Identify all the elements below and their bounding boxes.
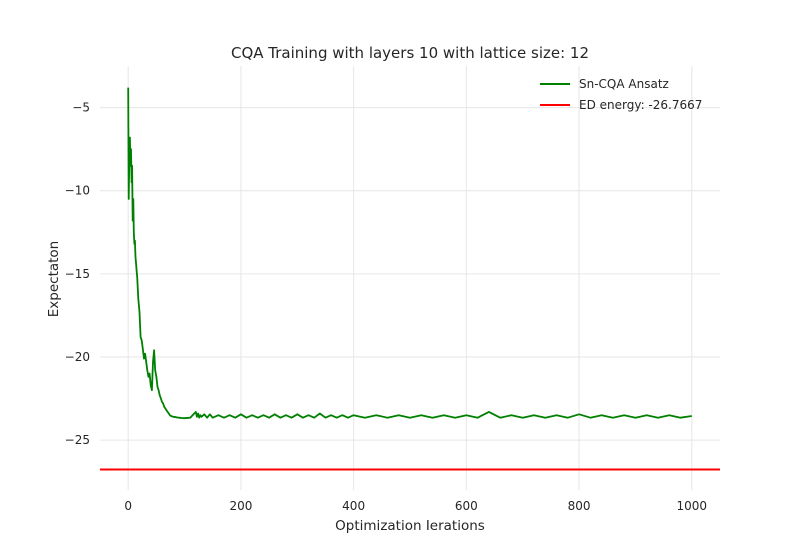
x-tick-label: 600 [455,499,478,513]
y-tick-label: −25 [65,433,90,447]
y-tick-label: −15 [65,267,90,281]
tick-labels: 0 200 400 600 800 1000 −5 −10 −15 −20 −25 [65,101,707,513]
x-tick-label: 800 [568,499,591,513]
y-tick-label: −10 [65,184,90,198]
plot-background [100,66,720,490]
grid-lines [100,66,720,490]
legend-label: ED energy: -26.7667 [579,98,702,112]
chart-title: CQA Training with layers 10 with lattice… [231,44,589,62]
x-tick-label: 200 [229,499,252,513]
x-tick-label: 400 [342,499,365,513]
y-tick-label: −20 [65,350,90,364]
legend: Sn-CQA Ansatz ED energy: -26.7667 [540,77,702,112]
x-tick-label: 0 [124,499,132,513]
series-layer [100,87,720,471]
legend-label: Sn-CQA Ansatz [579,77,669,91]
y-axis-label: Expectaton [46,241,62,318]
y-tick-label: −5 [72,101,90,115]
x-tick-label: 1000 [677,499,708,513]
x-axis-label: Optimization Ierations [335,518,485,534]
sn-cqa-ansatz-line [127,87,692,420]
